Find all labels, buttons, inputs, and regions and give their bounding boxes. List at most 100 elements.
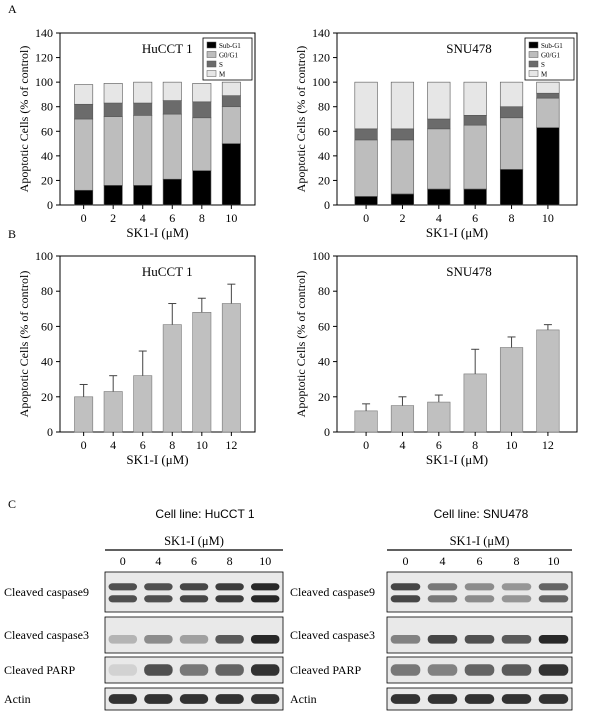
western-blot-hucct1: Cell line: HuCCT 1 SK1-I (μM) 0 4 6 8 10 Cleave… <box>4 507 284 711</box>
x-tick-label: 8 <box>199 211 205 225</box>
cell-line-label: Cell line: HuCCT 1 <box>155 507 254 521</box>
bar-segment <box>74 103 94 120</box>
band <box>108 595 138 603</box>
legend-swatch <box>528 60 539 68</box>
x-tick-label: 0 <box>363 211 369 225</box>
band <box>390 635 421 644</box>
legend-label: Sub-G1 <box>219 42 241 50</box>
x-tick-label: 8 <box>509 211 515 225</box>
band <box>538 583 569 591</box>
legend-label: G0/G1 <box>541 52 561 60</box>
y-tick-label: 80 <box>318 284 330 298</box>
bar-segment <box>133 102 153 116</box>
band <box>215 583 244 591</box>
bar-segment <box>103 185 123 206</box>
band <box>538 694 569 704</box>
lane-label: 4 <box>155 554 161 568</box>
bar <box>499 347 524 433</box>
x-tick-label: 10 <box>542 211 554 225</box>
bar-segment <box>221 143 241 206</box>
panel-letter-b: B <box>8 227 16 241</box>
bar-segment <box>162 100 182 115</box>
bar-segment <box>499 117 524 170</box>
lane-label: 6 <box>191 554 197 568</box>
y-tick-label: 0 <box>47 425 53 439</box>
legend-swatch <box>206 60 217 68</box>
bar-segment <box>74 118 94 191</box>
y-axis-label: Apoptotic Cells (% of control) <box>17 271 31 418</box>
bar-segment <box>427 81 451 120</box>
bar-segment <box>536 81 560 94</box>
chart-b-snu478: 0 20 40 60 80 100 0 4 6 8 10 12 SK1-I (μM) Apoptotic … <box>294 249 578 467</box>
bar-segment <box>162 113 182 180</box>
x-tick-label: 4 <box>436 211 442 225</box>
x-tick-label: 6 <box>169 211 175 225</box>
y-tick-label: 60 <box>318 124 330 138</box>
x-tick-label: 2 <box>110 211 116 225</box>
panel-letter-c: C <box>8 497 16 511</box>
blot-strip <box>386 571 573 613</box>
y-tick-label: 40 <box>41 355 53 369</box>
band <box>215 595 244 603</box>
legend-label: S <box>219 61 223 69</box>
bar <box>192 312 212 433</box>
band <box>179 694 209 704</box>
x-tick-label: 10 <box>225 211 237 225</box>
chart-a-snu478: 0 20 40 60 80 100 120 140 0 2 4 6 8 10 SK1-I (μM) Apopt… <box>294 26 578 240</box>
band <box>250 635 280 644</box>
bar <box>463 373 487 433</box>
bar-segment <box>192 117 212 171</box>
bar-segment <box>499 169 524 206</box>
band <box>427 595 458 603</box>
bar <box>390 405 415 433</box>
cell-line-label: Cell line: SNU478 <box>434 507 529 521</box>
band <box>390 664 421 676</box>
treatment-label: SK1-I (μM) <box>164 534 224 548</box>
band <box>390 595 421 603</box>
chart-title: SNU478 <box>446 264 492 279</box>
bar-segment <box>354 81 378 130</box>
band <box>144 595 173 603</box>
y-tick-label: 100 <box>312 249 330 263</box>
bar-segment <box>221 95 241 108</box>
band <box>179 583 209 591</box>
bar <box>162 324 182 433</box>
bar-segment <box>103 102 123 117</box>
bar-segment <box>162 81 182 101</box>
treatment-label: SK1-I (μM) <box>450 534 510 548</box>
bar-segment <box>192 170 212 206</box>
x-tick-label: 12 <box>225 438 237 452</box>
band <box>108 694 138 704</box>
legend-label: M <box>541 71 548 79</box>
y-axis-label: Apoptotic Cells (% of control) <box>17 46 31 193</box>
blot-row-label: Cleaved PARP <box>4 663 76 677</box>
band <box>538 635 569 644</box>
band <box>250 595 280 603</box>
bar-segment <box>427 128 451 190</box>
x-axis-label: SK1-I (μM) <box>426 452 488 467</box>
band <box>464 595 495 603</box>
blot-strip <box>104 616 284 654</box>
y-tick-label: 40 <box>41 149 53 163</box>
band <box>250 664 280 676</box>
y-axis-label: Apoptotic Cells (% of control) <box>294 46 308 193</box>
band <box>501 664 532 676</box>
band <box>179 595 209 603</box>
y-tick-label: 120 <box>35 51 53 65</box>
lane-label: 8 <box>514 554 520 568</box>
x-tick-label: 8 <box>169 438 175 452</box>
y-tick-label: 60 <box>41 124 53 138</box>
bar-segment <box>536 92 560 99</box>
y-tick-label: 100 <box>35 249 53 263</box>
y-tick-label: 120 <box>312 51 330 65</box>
blot-row-label: Actin <box>4 692 31 706</box>
bar-segment <box>390 81 415 130</box>
lane-label: 10 <box>259 554 271 568</box>
legend-label: G0/G1 <box>219 52 239 60</box>
chart-title: HuCCT 1 <box>142 41 193 56</box>
band <box>427 664 458 676</box>
x-axis-label: SK1-I (μM) <box>426 225 488 240</box>
band <box>144 635 173 644</box>
bar-segment <box>427 188 451 206</box>
x-axis-label: SK1-I (μM) <box>126 452 188 467</box>
